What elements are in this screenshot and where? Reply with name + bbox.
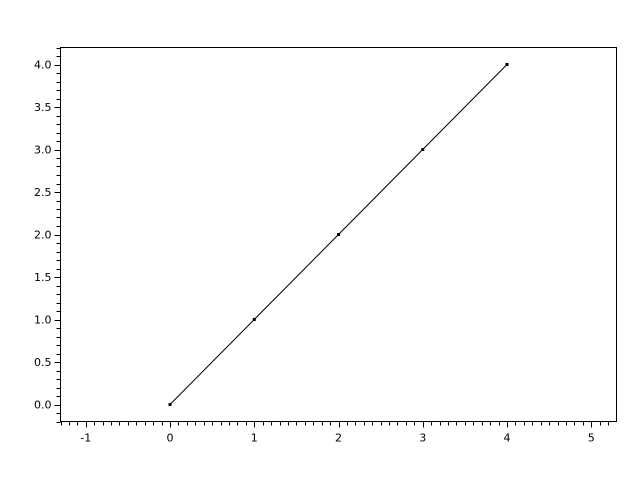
y-tick-label: 3.0 xyxy=(34,144,52,157)
x-tick-label: 1 xyxy=(251,432,258,445)
y-tick-label: 2.0 xyxy=(34,229,52,242)
data-point xyxy=(421,148,425,151)
x-tick-label: 0 xyxy=(167,432,174,445)
data-point xyxy=(505,63,509,66)
x-tick-label: 5 xyxy=(588,432,595,445)
y-tick-label: 1.5 xyxy=(34,271,52,284)
y-tick-label: 1.0 xyxy=(34,314,52,327)
data-point xyxy=(337,233,340,236)
x-tick-label: 4 xyxy=(503,432,510,445)
x-tick-label: 3 xyxy=(419,432,426,445)
axis-ticks xyxy=(54,48,609,428)
series xyxy=(168,63,509,406)
y-tick-label: 0.0 xyxy=(34,399,52,412)
y-tick-label: 3.5 xyxy=(34,101,52,114)
x-tick-labels: -1 0 1 2 3 4 5 xyxy=(80,432,594,445)
plot-frame xyxy=(60,47,617,422)
data-point xyxy=(252,318,256,321)
x-tick-label: 2 xyxy=(335,432,342,445)
y-tick-labels: 0.0 0.5 1.0 1.5 2.0 2.5 3.0 3.5 4.0 xyxy=(34,59,52,412)
y-tick-label: 4.0 xyxy=(34,59,52,72)
y-tick-label: 2.5 xyxy=(34,186,52,199)
y-tick-label: 0.5 xyxy=(34,356,52,369)
x-tick-label: -1 xyxy=(80,432,91,445)
data-point xyxy=(168,403,172,406)
